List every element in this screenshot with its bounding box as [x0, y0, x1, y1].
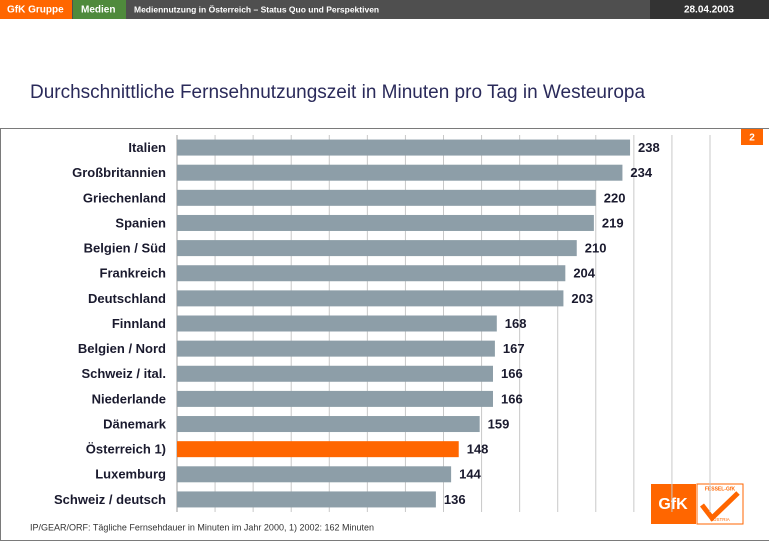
source: IP/GEAR/ORF: Tägliche Fernsehdauer in Mi…: [30, 522, 374, 532]
category-label: Dänemark: [103, 416, 167, 431]
bar: [177, 466, 452, 483]
value-label: 204: [573, 266, 595, 281]
bar: [177, 390, 493, 407]
logo-box: [651, 484, 696, 524]
bar: [177, 164, 623, 181]
bar: [177, 214, 594, 231]
section-box: [73, 0, 126, 19]
bar: [177, 139, 631, 156]
company-box: [0, 0, 72, 19]
category-label: Luxemburg: [95, 467, 166, 482]
value-label: 167: [503, 341, 525, 356]
bar: [177, 365, 493, 382]
page-number-box: [741, 129, 763, 145]
value-label: 203: [571, 291, 593, 306]
category-label: Deutschland: [88, 291, 166, 306]
value-label: 166: [501, 391, 523, 406]
company: GfK Gruppe: [7, 5, 64, 16]
category-label: Niederlande: [92, 391, 166, 406]
category-label: Belgien / Süd: [84, 241, 166, 256]
logo-country: AUSTRIA: [710, 517, 730, 522]
bar: [177, 189, 596, 206]
value-label: 144: [459, 467, 481, 482]
logo-partner-box: [696, 483, 744, 525]
value-label: 238: [638, 140, 660, 155]
bar: [177, 290, 564, 307]
logo-partner: FESSEL-GfK: [705, 486, 736, 492]
chart-title: Durchschnittliche Fernsehnutzungszeit in…: [30, 82, 645, 103]
value-label: 166: [501, 366, 523, 381]
category-label: Schweiz / deutsch: [54, 492, 166, 507]
header-bar: [0, 0, 769, 19]
value-label: 220: [604, 190, 626, 205]
category-label: Italien: [128, 140, 166, 155]
logo-check: [700, 491, 740, 522]
value-label: 148: [467, 442, 489, 457]
bar: [177, 315, 497, 332]
bar: [177, 441, 459, 458]
value-label: 210: [585, 241, 607, 256]
bar: [177, 240, 577, 257]
value-label: 234: [630, 165, 652, 180]
category-label: Griechenland: [83, 190, 166, 205]
logo-text: GfK: [658, 496, 688, 513]
value-label: 136: [444, 492, 466, 507]
bar: [177, 340, 495, 357]
date-box: [650, 0, 769, 19]
category-label: Großbritannien: [72, 165, 166, 180]
date: 28.04.2003: [684, 5, 734, 16]
category-label: Finnland: [112, 316, 166, 331]
category-label: Spanien: [115, 215, 166, 230]
value-label: 219: [602, 215, 624, 230]
category-label: Österreich 1): [86, 442, 166, 457]
bar: [177, 491, 436, 508]
category-label: Frankreich: [100, 266, 167, 281]
category-label: Belgien / Nord: [78, 341, 166, 356]
bar: [177, 416, 480, 433]
plot: Italien 238 Großbritannien 234 Griechenland 2…: [54, 135, 711, 512]
topic: Mediennutzung in Österreich – Status Quo…: [134, 4, 379, 14]
bar: [177, 265, 566, 282]
value-label: 168: [505, 316, 527, 331]
category-label: Schweiz / ital.: [81, 366, 166, 381]
value-label: 159: [488, 416, 510, 431]
page-number: 2: [749, 133, 755, 144]
section: Medien: [81, 5, 115, 16]
